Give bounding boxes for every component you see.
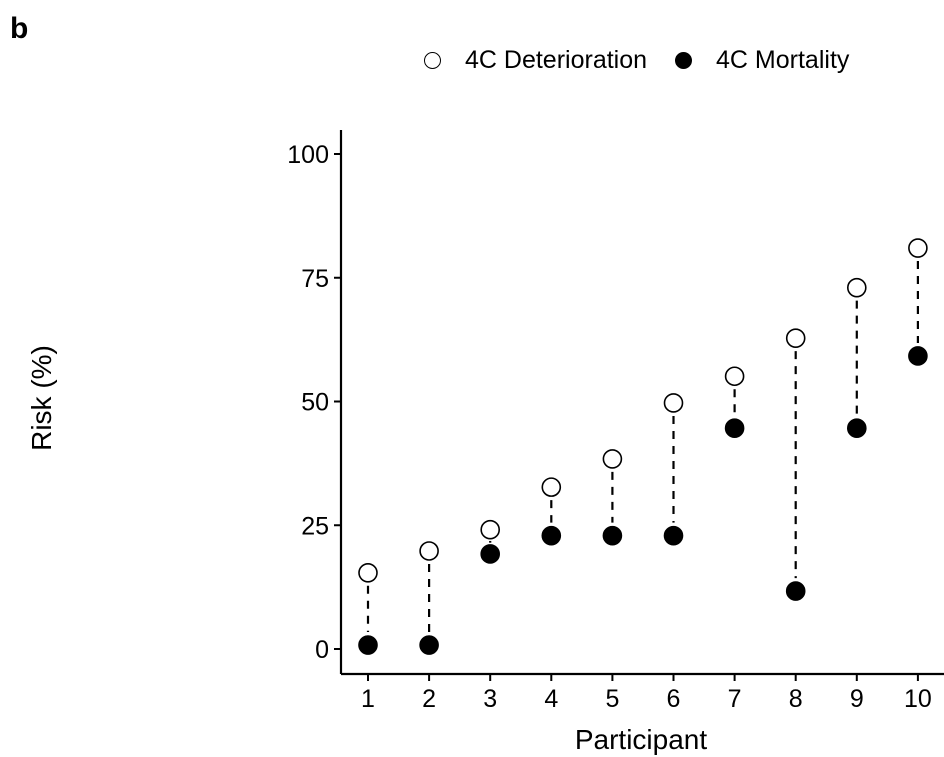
legend: 4C Deterioration 4C Mortality bbox=[424, 44, 849, 76]
mortality-point bbox=[541, 525, 562, 546]
y-tick-label: 100 bbox=[287, 141, 329, 169]
legend-item-deterioration: 4C Deterioration bbox=[424, 46, 647, 75]
deterioration-point bbox=[663, 393, 684, 413]
x-tick-label: 3 bbox=[483, 685, 497, 713]
x-tick-label: 2 bbox=[422, 685, 436, 713]
x-tick-label: 5 bbox=[605, 685, 619, 713]
mortality-point bbox=[663, 525, 684, 546]
filled-circle-icon bbox=[675, 51, 693, 69]
deterioration-point bbox=[480, 519, 501, 540]
mortality-point bbox=[908, 346, 928, 366]
x-tick-label: 9 bbox=[850, 685, 864, 713]
deterioration-point bbox=[785, 328, 806, 348]
deterioration-point bbox=[541, 477, 562, 497]
x-tick-label: 8 bbox=[789, 685, 803, 713]
legend-item-mortality: 4C Mortality bbox=[675, 46, 849, 75]
legend-label-mortality: 4C Mortality bbox=[716, 45, 850, 74]
mortality-point bbox=[724, 418, 745, 439]
deterioration-point bbox=[846, 277, 867, 298]
y-tick-label: 50 bbox=[301, 389, 329, 417]
panel-label: b bbox=[10, 12, 29, 45]
mortality-point bbox=[846, 418, 867, 439]
x-tick-label: 7 bbox=[728, 685, 742, 713]
y-tick-label: 75 bbox=[301, 265, 329, 293]
mortality-point bbox=[419, 635, 439, 655]
y-tick-label: 25 bbox=[301, 512, 329, 540]
x-tick-label: 6 bbox=[667, 685, 681, 713]
x-tick-label: 10 bbox=[904, 685, 932, 713]
deterioration-point bbox=[602, 449, 623, 469]
deterioration-point bbox=[908, 238, 928, 258]
x-tick-label: 1 bbox=[361, 685, 375, 713]
x-axis-label: Participant bbox=[574, 724, 708, 755]
open-circle-icon bbox=[424, 51, 441, 69]
deterioration-point bbox=[419, 541, 439, 561]
mortality-point bbox=[785, 581, 806, 601]
y-tick-label: 0 bbox=[315, 636, 329, 664]
legend-label-deterioration: 4C Deterioration bbox=[465, 45, 648, 74]
mortality-point bbox=[602, 525, 623, 546]
deterioration-point bbox=[724, 366, 745, 387]
mortality-point bbox=[480, 544, 501, 564]
mortality-point bbox=[358, 635, 378, 655]
deterioration-point bbox=[358, 562, 378, 583]
x-tick-label: 4 bbox=[544, 685, 558, 713]
